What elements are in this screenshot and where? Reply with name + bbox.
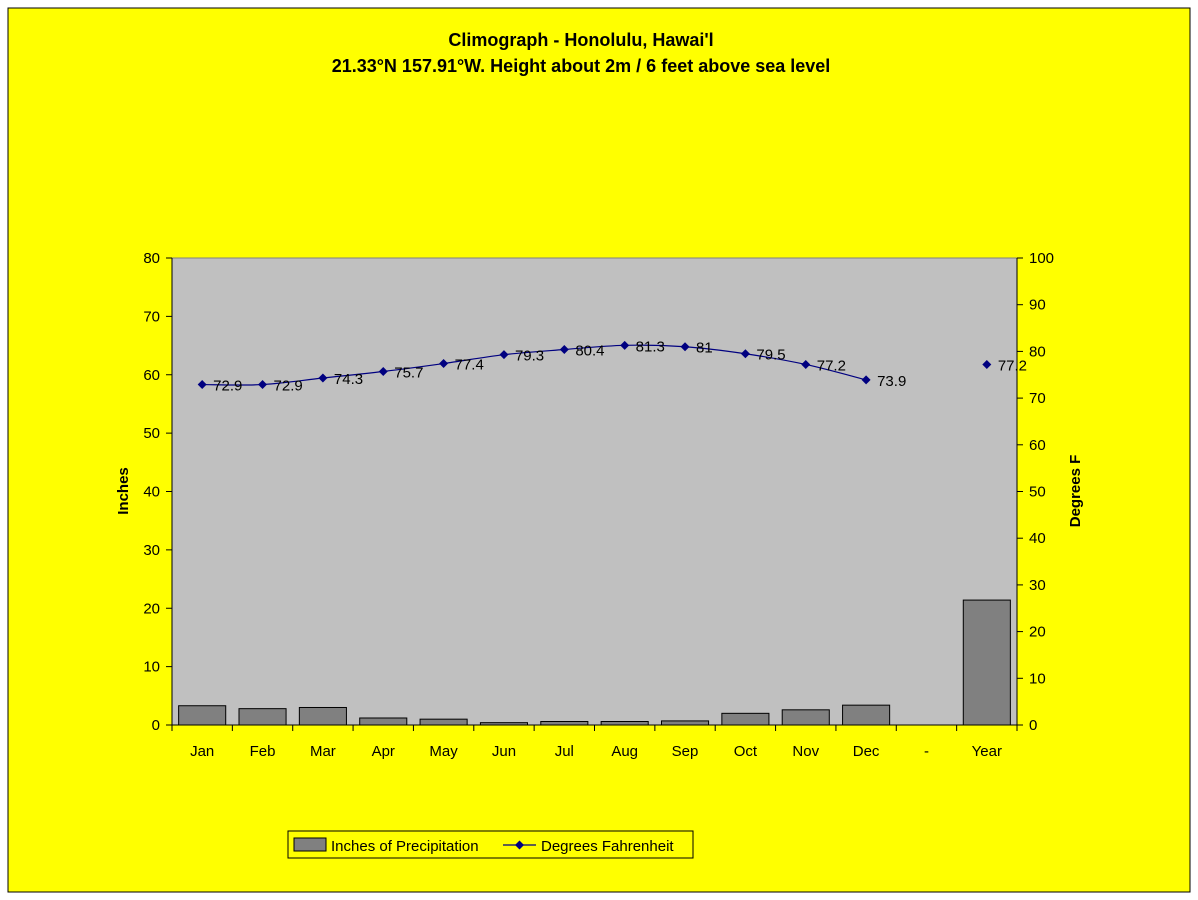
x-axis-ticks: Jan Feb Mar Apr May Jun Jul Aug Sep Oct Nov Dec - Yea…	[171, 725, 1018, 760]
temperature-data-label: 74.3	[334, 371, 363, 388]
left-tick-label: 30	[143, 542, 160, 559]
right-tick-label: 0	[1029, 717, 1037, 734]
temperature-marker	[559, 345, 569, 355]
right-tick-label: 70	[1029, 390, 1046, 407]
precipitation-bar	[721, 712, 770, 726]
left-tick-label: 80	[143, 250, 160, 267]
x-tick-label: Jan	[190, 743, 214, 760]
temperature-data-label: 79.3	[515, 348, 544, 365]
temperature-marker	[378, 366, 388, 376]
temperature-data-label: 80.4	[575, 343, 604, 360]
precipitation-bar	[178, 705, 227, 726]
left-axis-title: Inches	[115, 467, 132, 515]
temperature-marker	[982, 359, 992, 369]
temperature-data-label: 73.9	[877, 373, 906, 390]
temperature-data-label: 77.4	[455, 357, 484, 374]
precipitation-bar	[419, 718, 468, 726]
precipitation-bar	[298, 706, 347, 726]
plot-area	[171, 257, 1018, 726]
right-axis-ticks: 0 10 20 30 40 50 60 70 80 90 100	[1017, 250, 1054, 734]
right-tick-label: 90	[1029, 297, 1046, 314]
right-tick-label: 20	[1029, 624, 1046, 641]
precipitation-bars	[178, 599, 1011, 726]
left-tick-label: 70	[143, 308, 160, 325]
legend: Inches of Precipitation Degrees Fahrenhe…	[287, 830, 694, 859]
precipitation-bar	[479, 722, 529, 726]
x-tick-label: Year	[972, 743, 1002, 760]
precipitation-bar	[238, 708, 287, 726]
legend-precipitation-label: Inches of Precipitation	[331, 838, 479, 855]
temperature-data-label: 81	[696, 340, 713, 357]
left-tick-label: 0	[152, 717, 160, 734]
left-tick-label: 10	[143, 659, 160, 676]
temperature-marker	[197, 380, 207, 390]
x-tick-label: May	[429, 743, 458, 760]
temperature-marker	[861, 375, 871, 385]
temperature-data-label: 72.9	[274, 378, 303, 395]
legend-precipitation-swatch	[293, 837, 327, 852]
left-tick-label: 60	[143, 367, 160, 384]
right-tick-label: 60	[1029, 437, 1046, 454]
x-tick-label: -	[924, 743, 929, 760]
temperature-data-labels: 72.9 72.9 74.3 75.7 77.4 79.3 80.4 81.3 81 79.5 77…	[213, 338, 1027, 394]
temperature-marker	[680, 342, 690, 352]
left-tick-label: 40	[143, 484, 160, 501]
temperature-marker	[499, 350, 509, 360]
temperature-data-label: 75.7	[394, 364, 423, 381]
temperature-marker	[318, 373, 328, 383]
right-tick-label: 10	[1029, 670, 1046, 687]
left-tick-label: 50	[143, 425, 160, 442]
precipitation-bar	[962, 599, 1011, 726]
x-tick-label: Aug	[611, 743, 638, 760]
temperature-marker	[620, 340, 630, 350]
temperature-marker	[258, 380, 268, 390]
right-tick-label: 40	[1029, 530, 1046, 547]
temperature-data-label: 79.5	[756, 347, 785, 364]
x-tick-label: Jul	[555, 743, 574, 760]
chart-subtitle: 21.33°N 157.91°W. Height about 2m / 6 fe…	[332, 56, 831, 76]
x-tick-label: Oct	[734, 743, 758, 760]
x-tick-label: Sep	[672, 743, 699, 760]
right-tick-label: 30	[1029, 577, 1046, 594]
temperature-data-label: 77.2	[817, 357, 846, 374]
precipitation-bar	[600, 720, 649, 726]
temperature-line	[202, 344, 867, 386]
precipitation-bar	[781, 709, 830, 726]
x-tick-label: Mar	[310, 743, 336, 760]
x-tick-label: Nov	[792, 743, 819, 760]
temperature-marker	[801, 359, 811, 369]
temperature-data-label: 81.3	[636, 338, 665, 355]
x-tick-label: Feb	[250, 743, 276, 760]
precipitation-bar	[660, 720, 710, 726]
temperature-marker	[439, 359, 449, 369]
precipitation-bar	[842, 704, 891, 726]
legend-box	[287, 830, 694, 859]
right-tick-label: 50	[1029, 484, 1046, 501]
temperature-line-path	[202, 344, 867, 386]
legend-temperature-label: Degrees Fahrenheit	[541, 838, 674, 855]
left-axis-ticks: 0 10 20 30 40 50 60 70 80	[143, 250, 172, 734]
x-tick-label: Apr	[372, 743, 395, 760]
temperature-data-label: 77.2	[998, 357, 1027, 374]
right-tick-label: 80	[1029, 343, 1046, 360]
chart-title: Climograph - Honolulu, Hawai'l	[448, 30, 713, 50]
x-tick-label: Jun	[492, 743, 516, 760]
x-tick-label: Dec	[853, 743, 880, 760]
right-axis-title: Degrees F	[1067, 455, 1084, 528]
temperature-data-label: 72.9	[213, 378, 242, 395]
left-tick-label: 20	[143, 600, 160, 617]
temperature-marker	[740, 349, 750, 359]
right-tick-label: 100	[1029, 250, 1054, 267]
legend-temperature-marker	[515, 840, 524, 850]
precipitation-bar	[540, 720, 589, 726]
precipitation-bar	[359, 717, 408, 726]
temperature-markers	[197, 340, 992, 390]
